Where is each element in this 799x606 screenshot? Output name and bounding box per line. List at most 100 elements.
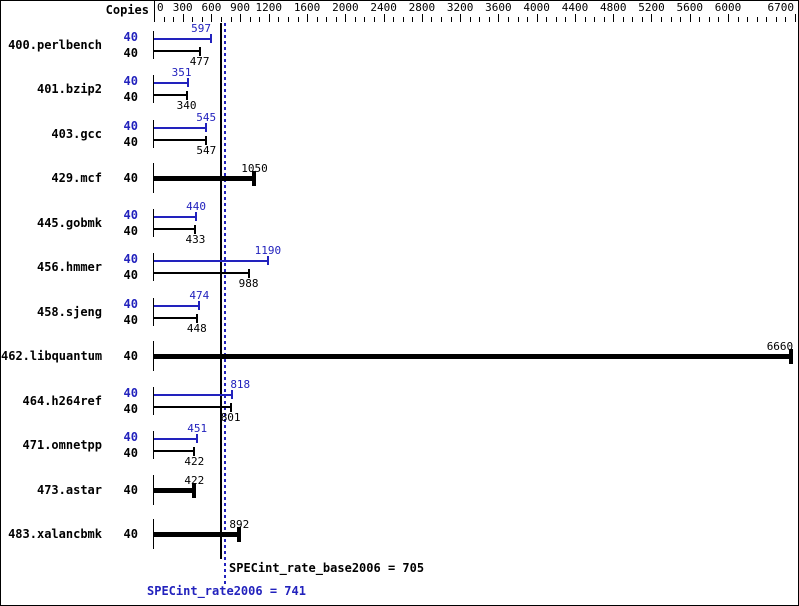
row-baseline <box>153 253 154 282</box>
axis-tick-label: 6000 <box>714 1 742 14</box>
peak-bar-endcap <box>231 389 234 399</box>
equal-bar-endcap <box>192 482 197 498</box>
peak-bar <box>154 38 212 40</box>
axis-minor-tick <box>708 17 710 22</box>
copies-label: 40 <box>123 349 138 364</box>
base-bar <box>154 405 231 408</box>
axis-major-tick <box>240 14 242 22</box>
axis-minor-tick <box>775 17 777 22</box>
value-label: 1050 <box>241 162 268 176</box>
base-value-label: 547 <box>196 143 217 157</box>
value-label: 6660 <box>766 340 794 354</box>
benchmark-label: 445.gobmk <box>36 215 102 230</box>
axis-minor-tick <box>249 17 251 22</box>
axis-minor-tick <box>488 17 490 22</box>
peak-value-label: 351 <box>171 66 192 80</box>
axis-minor-tick <box>450 17 452 22</box>
axis-minor-tick <box>259 17 261 22</box>
benchmark-label: 483.xalancbmk <box>8 526 102 541</box>
axis-major-tick <box>498 14 500 22</box>
row-baseline <box>153 474 154 505</box>
axis-minor-tick <box>680 17 682 22</box>
axis-minor-tick <box>163 17 165 22</box>
row-baseline <box>153 518 154 549</box>
axis-minor-tick <box>622 17 624 22</box>
peak-bar-endcap <box>195 211 198 221</box>
benchmark-label: 456.hmmer <box>36 260 102 275</box>
axis-major-tick <box>728 14 730 22</box>
axis-minor-tick <box>393 17 395 22</box>
axis-tick-label: 4400 <box>561 1 589 14</box>
base-bar <box>154 316 197 319</box>
axis-minor-tick <box>364 17 366 22</box>
copies-label: 40 <box>123 171 138 186</box>
peak-bar <box>154 260 268 263</box>
axis-major-tick <box>345 14 347 22</box>
axis-major-tick <box>574 14 576 22</box>
axis-tick-label: 1600 <box>293 1 321 14</box>
axis-minor-tick <box>469 17 471 22</box>
copies-label-peak: 40 <box>123 30 138 44</box>
axis-tick-label: 2800 <box>408 1 436 14</box>
axis-tick-label: 900 <box>230 1 251 14</box>
axis-minor-tick <box>527 17 529 22</box>
base-value-label: 988 <box>238 277 259 291</box>
benchmark-label: 471.omnetpp <box>22 438 102 453</box>
base-bar-endcap <box>194 224 197 234</box>
axis-major-tick <box>613 14 615 22</box>
equal-bar-endcap <box>789 349 794 365</box>
axis-minor-tick <box>603 17 605 22</box>
axis-minor-tick <box>507 17 509 22</box>
peak-bar-endcap <box>196 434 199 444</box>
axis-tick-label: 0 <box>157 1 164 14</box>
copies-label: 40 <box>123 526 138 541</box>
peak-bar <box>154 126 207 129</box>
axis-minor-tick <box>374 17 376 22</box>
peak-bar-endcap <box>210 34 213 43</box>
copies-label-base: 40 <box>123 401 138 416</box>
row-baseline <box>153 208 154 237</box>
base-bar-endcap <box>195 313 198 323</box>
peak-value-label: 818 <box>230 377 251 391</box>
axis-minor-tick <box>565 17 567 22</box>
axis-minor-tick <box>632 17 634 22</box>
axis-minor-tick <box>278 17 280 22</box>
axis-tick-label: 1200 <box>255 1 283 14</box>
copies-column-header: Copies <box>105 3 149 17</box>
benchmark-label: 473.astar <box>36 482 102 497</box>
axis-minor-tick <box>335 17 337 22</box>
axis-minor-tick <box>316 17 318 22</box>
axis-tick-label: 5600 <box>676 1 704 14</box>
peak-bar-endcap <box>186 78 189 88</box>
copies-label-peak: 40 <box>123 385 138 400</box>
axis-tick-label: 3600 <box>485 1 512 14</box>
equal-bar <box>154 176 255 182</box>
value-label: 422 <box>184 473 205 487</box>
axis-minor-tick <box>756 17 758 22</box>
base-value-label: 340 <box>176 99 197 113</box>
axis-minor-tick <box>718 17 720 22</box>
axis-minor-tick <box>441 17 442 22</box>
axis-major-tick <box>421 14 423 22</box>
benchmark-label: 400.perlbench <box>8 38 102 52</box>
peak-bar <box>154 304 200 307</box>
benchmark-label: 458.sjeng <box>36 304 102 319</box>
copies-label-peak: 40 <box>123 296 138 311</box>
peak-bar <box>154 215 197 218</box>
base-bar <box>154 227 196 230</box>
base-bar <box>154 94 187 97</box>
row-baseline <box>153 431 154 460</box>
axis-minor-tick <box>402 17 404 22</box>
peak-value-label: 1190 <box>254 244 282 258</box>
copies-label: 40 <box>123 482 138 497</box>
axis-major-tick <box>795 14 796 22</box>
axis-tick-label: 600 <box>201 1 222 14</box>
equal-bar-endcap <box>252 171 257 187</box>
axis-tick-label: 300 <box>172 1 193 14</box>
copies-label-peak: 40 <box>123 118 138 133</box>
base-bar-endcap <box>247 269 250 279</box>
axis-minor-tick <box>431 17 433 22</box>
row-baseline <box>153 297 154 326</box>
peak-value-label: 451 <box>187 422 208 436</box>
